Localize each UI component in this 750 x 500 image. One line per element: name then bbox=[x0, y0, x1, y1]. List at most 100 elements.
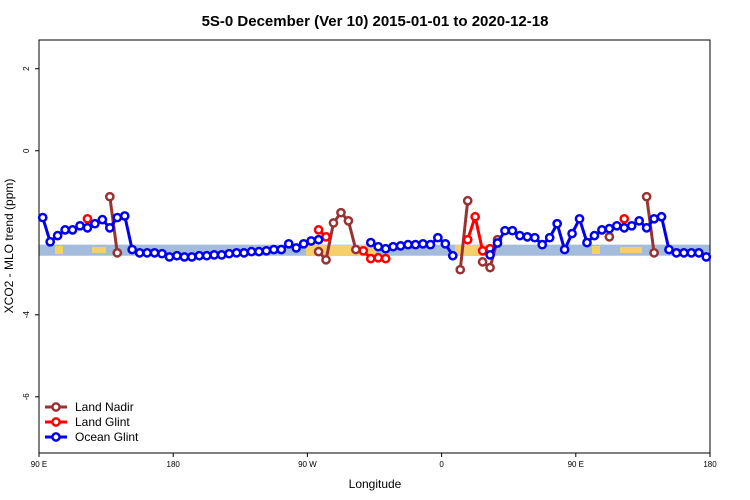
data-point bbox=[641, 191, 652, 202]
x-tick-label: 180 bbox=[703, 460, 717, 469]
data-point bbox=[649, 248, 659, 258]
data-point bbox=[112, 212, 123, 223]
data-point bbox=[313, 234, 324, 245]
data-point bbox=[313, 246, 324, 257]
data-point bbox=[104, 191, 115, 202]
data-point bbox=[246, 246, 257, 257]
legend-label: Land Nadir bbox=[75, 400, 134, 414]
data-point bbox=[321, 254, 331, 265]
data-point bbox=[75, 220, 85, 231]
y-tick-label: 2 bbox=[22, 66, 31, 71]
y-tick-label: -4 bbox=[22, 311, 31, 319]
land-shape bbox=[306, 245, 376, 256]
data-point bbox=[455, 264, 466, 275]
data-point bbox=[269, 244, 279, 255]
data-point bbox=[276, 244, 287, 255]
data-point bbox=[351, 244, 361, 255]
data-point bbox=[418, 238, 428, 249]
data-point bbox=[462, 234, 473, 245]
land-shape bbox=[455, 245, 495, 256]
data-point bbox=[619, 213, 630, 224]
data-point bbox=[537, 239, 548, 250]
data-point bbox=[239, 248, 249, 258]
data-point bbox=[224, 248, 234, 259]
data-point bbox=[231, 248, 242, 258]
legend-marker bbox=[51, 402, 61, 412]
data-point bbox=[664, 244, 674, 255]
data-point bbox=[127, 244, 138, 255]
data-point bbox=[425, 239, 436, 250]
land-shape bbox=[592, 246, 600, 254]
data-point bbox=[142, 248, 152, 258]
data-point bbox=[373, 252, 384, 263]
data-point bbox=[60, 225, 70, 235]
legend-marker bbox=[51, 417, 61, 427]
x-tick-label: 0 bbox=[439, 460, 444, 469]
data-point bbox=[395, 241, 406, 251]
plot-frame bbox=[38, 39, 711, 454]
data-point bbox=[447, 250, 458, 261]
data-point bbox=[373, 241, 384, 252]
data-point bbox=[559, 244, 570, 255]
data-point bbox=[172, 250, 182, 261]
data-point bbox=[619, 222, 630, 233]
data-point bbox=[567, 228, 577, 239]
data-point bbox=[358, 245, 369, 256]
data-point bbox=[477, 257, 488, 267]
data-point bbox=[403, 239, 413, 250]
data-point bbox=[500, 225, 510, 236]
data-point bbox=[388, 241, 398, 252]
data-point bbox=[485, 262, 495, 273]
data-point bbox=[52, 230, 63, 241]
data-point bbox=[433, 232, 443, 243]
data-point bbox=[186, 252, 197, 262]
data-point bbox=[470, 211, 480, 222]
data-point bbox=[291, 243, 302, 253]
data-point bbox=[604, 232, 615, 242]
data-point bbox=[67, 225, 78, 235]
data-point bbox=[485, 250, 495, 260]
data-point bbox=[582, 237, 592, 248]
x-tick-label: 180 bbox=[167, 460, 181, 469]
data-point bbox=[477, 245, 488, 256]
data-point bbox=[574, 213, 585, 224]
x-tick-label: 90 E bbox=[31, 460, 47, 469]
legend-label: Ocean Glint bbox=[75, 430, 139, 444]
land-outline bbox=[55, 245, 642, 256]
data-point bbox=[298, 238, 309, 249]
data-point bbox=[440, 238, 451, 249]
x-tick-label: 90 E bbox=[568, 460, 584, 469]
data-point bbox=[656, 211, 667, 222]
y-axis-label: XCO2 - MLO trend (ppm) bbox=[2, 179, 16, 314]
data-point bbox=[343, 216, 354, 226]
x-tick-label: 90 W bbox=[298, 460, 317, 469]
data-point bbox=[164, 252, 175, 262]
data-point bbox=[328, 218, 339, 228]
chart-title: 5S-0 December (Ver 10) 2015-01-01 to 202… bbox=[202, 13, 549, 30]
data-point bbox=[261, 245, 272, 256]
data-point bbox=[179, 252, 190, 262]
data-point bbox=[209, 250, 220, 260]
data-point bbox=[194, 250, 205, 261]
data-point bbox=[201, 250, 212, 261]
data-point bbox=[112, 248, 123, 258]
data-point bbox=[589, 230, 600, 241]
data-point bbox=[693, 248, 704, 258]
data-point bbox=[157, 248, 167, 259]
data-point bbox=[515, 230, 525, 241]
x-axis-label: Longitude bbox=[349, 477, 402, 491]
land-shape bbox=[92, 247, 106, 253]
data-point bbox=[626, 220, 637, 231]
data-point bbox=[671, 248, 682, 258]
land-shape bbox=[55, 246, 63, 254]
data-point bbox=[492, 238, 503, 248]
data-point bbox=[380, 253, 391, 264]
data-point bbox=[216, 250, 227, 260]
data-point bbox=[544, 232, 555, 243]
data-point bbox=[679, 248, 689, 258]
data-point bbox=[97, 214, 108, 225]
data-point bbox=[336, 207, 346, 218]
data-point bbox=[254, 246, 264, 257]
data-point bbox=[701, 252, 712, 262]
